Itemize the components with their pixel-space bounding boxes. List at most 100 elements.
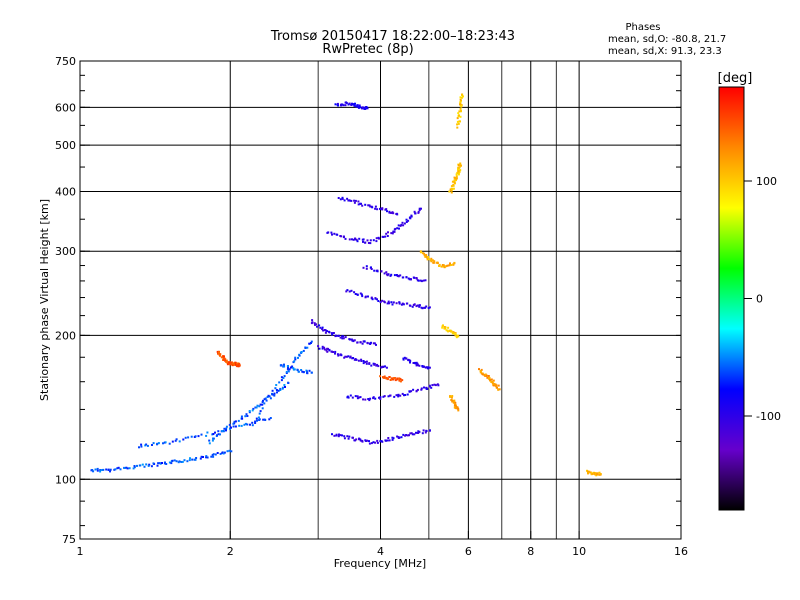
data-point [251, 424, 254, 427]
data-point [171, 459, 174, 462]
data-point [374, 397, 377, 400]
data-point [235, 363, 237, 366]
data-point [383, 376, 386, 379]
data-point [248, 410, 251, 412]
data-point [180, 461, 183, 463]
data-point [91, 469, 94, 471]
data-point [455, 177, 458, 180]
data-point [133, 466, 136, 469]
data-point [419, 279, 422, 282]
data-point [162, 442, 164, 445]
data-point [216, 452, 219, 454]
data-point [107, 468, 110, 471]
data-point [390, 377, 393, 380]
data-point [92, 470, 95, 473]
data-point [99, 470, 102, 473]
data-point [231, 364, 234, 367]
data-point [353, 339, 356, 342]
data-point [454, 404, 457, 407]
data-point [311, 321, 314, 324]
data-point [339, 336, 342, 339]
data-point [109, 470, 111, 473]
data-point [229, 426, 232, 429]
data-point [235, 365, 238, 368]
data-point [159, 462, 162, 465]
data-point [128, 467, 131, 470]
data-point [398, 301, 401, 304]
data-point [368, 342, 371, 345]
data-point [168, 461, 171, 464]
data-point [252, 407, 255, 410]
data-point [430, 257, 433, 260]
data-point [459, 169, 462, 172]
data-point [350, 338, 353, 341]
data-point [361, 107, 363, 110]
data-point [283, 384, 286, 386]
data-point [458, 114, 460, 117]
data-point [205, 456, 208, 459]
data-point [326, 330, 328, 333]
data-point [498, 388, 501, 391]
x-tick-label: 6 [465, 545, 472, 558]
data-point [420, 251, 423, 254]
data-point [318, 347, 321, 350]
data-point [386, 235, 389, 237]
data-point [294, 356, 297, 359]
data-point [373, 342, 376, 345]
data-point [370, 442, 373, 445]
data-point [456, 117, 459, 120]
data-point [410, 215, 413, 218]
data-point [114, 468, 117, 471]
data-point [225, 425, 228, 428]
data-point [356, 341, 359, 344]
data-point [405, 221, 408, 223]
data-point [226, 361, 229, 364]
data-point [140, 443, 143, 446]
data-point [417, 430, 420, 433]
data-point [345, 101, 348, 104]
data-point [323, 348, 326, 351]
data-point [332, 332, 335, 334]
data-point [334, 352, 336, 355]
data-point [301, 370, 304, 373]
data-point [380, 270, 383, 273]
data-point [384, 365, 386, 368]
data-point [355, 105, 358, 108]
data-point [370, 296, 373, 299]
data-point [421, 307, 424, 310]
data-point [417, 279, 420, 282]
data-point [399, 274, 402, 277]
data-point [279, 364, 282, 367]
data-point [598, 471, 601, 474]
data-point [587, 470, 589, 473]
data-point [268, 418, 271, 421]
data-point [237, 419, 240, 422]
data-point [456, 120, 459, 123]
data-point [258, 418, 261, 421]
data-point [248, 411, 251, 414]
y-tick-label: 400 [55, 185, 76, 198]
data-point [336, 102, 339, 105]
data-point [397, 393, 400, 396]
data-point [353, 104, 356, 107]
data-point [375, 240, 378, 243]
data-point [376, 270, 379, 273]
data-point [481, 373, 484, 376]
echo-trace [402, 356, 431, 370]
data-point [459, 110, 462, 112]
data-point [315, 323, 317, 326]
data-point [491, 382, 494, 385]
data-point [338, 433, 340, 436]
data-point [288, 368, 291, 371]
data-point [233, 363, 236, 366]
data-point [434, 384, 437, 387]
data-point [138, 446, 140, 449]
data-point [449, 262, 451, 265]
data-point [490, 381, 493, 383]
data-point [432, 261, 435, 264]
y-tick-label: 750 [55, 55, 76, 68]
data-point [445, 329, 448, 332]
data-point [445, 265, 448, 268]
data-point [459, 96, 462, 99]
data-point [396, 213, 399, 216]
